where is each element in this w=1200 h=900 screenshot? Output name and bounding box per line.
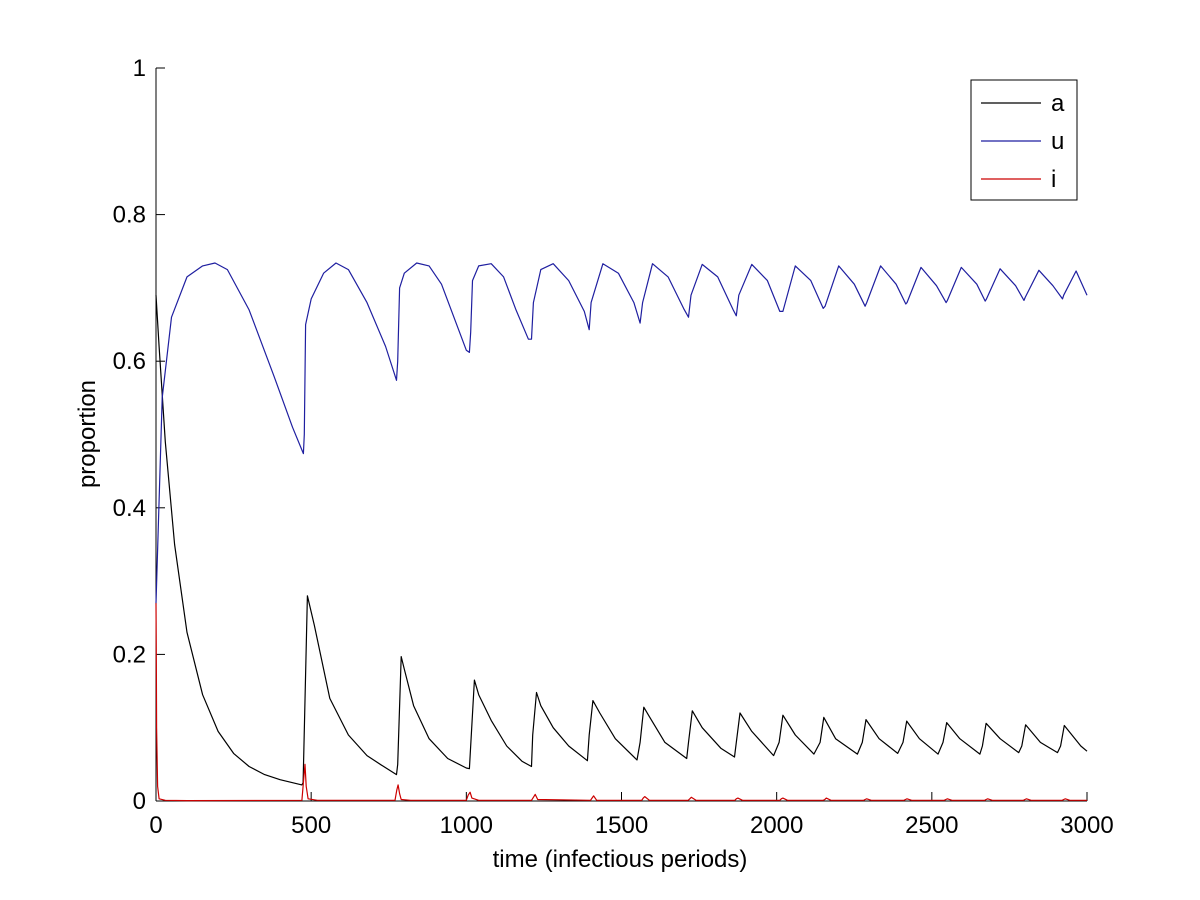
legend-label-i: i (1051, 166, 1056, 193)
series-line-a (155, 295, 1088, 786)
x-tick-label: 1500 (595, 812, 648, 839)
series-layer (155, 262, 1088, 802)
legend-box (970, 79, 1078, 201)
x-tick-label: 0 (149, 812, 162, 839)
x-tick-label: 500 (291, 812, 331, 839)
x-tick-label: 3000 (1060, 812, 1113, 839)
y-tick-label: 0.2 (113, 641, 146, 668)
x-tick-label: 2000 (750, 812, 803, 839)
x-tick-label: 1000 (440, 812, 493, 839)
y-tick-label: 0.4 (113, 495, 146, 522)
legend: aui (970, 79, 1078, 201)
axes: 0 500 1000 1500 2000 2500 3000 0 0.2 0.4 0.6 0.8 1 (113, 55, 1114, 839)
legend-label-a: a (1051, 90, 1065, 117)
y-tick-label: 0 (133, 788, 146, 815)
x-axis-title: time (infectious periods) (493, 846, 748, 873)
y-tick-label: 0.6 (113, 348, 146, 375)
legend-label-u: u (1051, 128, 1064, 155)
y-axis-title: proportion (74, 380, 101, 488)
x-tick-label: 2500 (905, 812, 958, 839)
series-line-i (155, 603, 1087, 802)
y-tick-label: 0.8 (113, 202, 146, 229)
series-line-u (155, 262, 1088, 604)
y-tick-label: 1 (133, 55, 146, 82)
